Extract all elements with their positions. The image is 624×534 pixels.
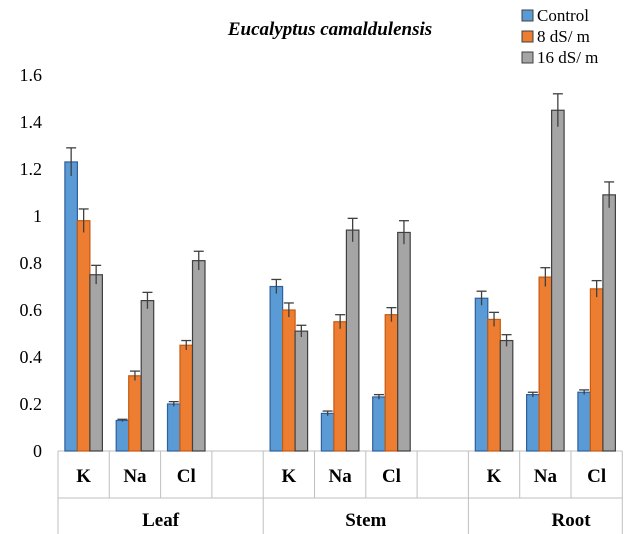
bar	[320, 412, 335, 452]
bar	[76, 220, 91, 452]
bar	[474, 297, 489, 452]
bar	[345, 229, 360, 452]
group-label: Leaf	[142, 510, 180, 531]
bar	[333, 321, 347, 452]
bar	[602, 194, 617, 452]
y-tick-label: 0.6	[20, 300, 43, 320]
category-label: Cl	[382, 466, 401, 487]
bar	[282, 309, 296, 452]
bar	[538, 276, 553, 452]
bar	[128, 375, 142, 452]
bar	[589, 288, 604, 452]
bar	[499, 339, 514, 452]
category-label: K	[487, 466, 502, 487]
category-label: K	[76, 466, 91, 487]
bar	[64, 161, 79, 452]
group-label: Root	[551, 510, 591, 531]
legend-label: Control	[537, 6, 589, 25]
bar	[166, 403, 181, 452]
category-label: Na	[329, 466, 353, 487]
legend-label: 8 dS/ m	[537, 27, 590, 46]
category-label: Cl	[587, 466, 606, 487]
group-label: Stem	[345, 510, 386, 531]
category-label: Cl	[177, 466, 196, 487]
y-tick-label: 1.2	[20, 159, 43, 179]
legend-swatch	[521, 30, 534, 43]
legend-label: 16 dS/ m	[537, 48, 598, 67]
y-tick-label: 0.4	[20, 347, 43, 367]
bar	[179, 344, 194, 452]
bar	[487, 318, 501, 452]
bar	[577, 391, 592, 452]
bar	[384, 314, 399, 452]
legend: Control 8 dS/ m 16 dS/ m	[521, 6, 598, 67]
labels-layer: K Na Cl K Na Cl K Na Cl Leaf Stem Root	[76, 466, 606, 531]
bar	[397, 231, 411, 452]
category-label: K	[281, 466, 296, 487]
y-tick-label: 0.8	[20, 253, 43, 273]
bar	[550, 109, 565, 452]
bar	[140, 300, 155, 452]
axis-layer: 0 0.2 0.4 0.6 0.8 1 1.2 1.4 1.6	[20, 65, 623, 534]
bar	[525, 394, 540, 452]
bar	[115, 419, 130, 452]
bars-layer	[64, 93, 617, 452]
y-tick-label: 1.6	[20, 65, 43, 85]
legend-swatch	[521, 51, 534, 64]
bar	[372, 396, 386, 452]
chart-title: Eucalyptus camaldulensis	[227, 19, 432, 40]
y-tick-label: 1.4	[20, 112, 43, 132]
bar	[191, 260, 206, 452]
legend-swatch	[521, 9, 534, 22]
category-label: Na	[534, 466, 558, 487]
bar	[89, 274, 104, 452]
category-label: Na	[123, 466, 147, 487]
bar	[294, 330, 309, 452]
y-tick-label: 0.2	[20, 394, 43, 414]
y-tick-label: 1	[33, 206, 42, 226]
bar	[269, 285, 284, 452]
y-tick-label: 0	[33, 441, 42, 461]
